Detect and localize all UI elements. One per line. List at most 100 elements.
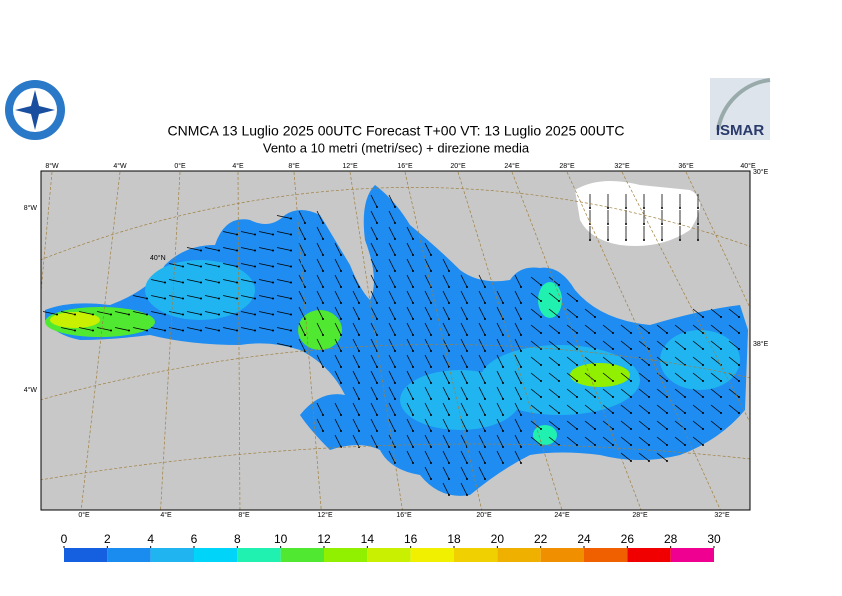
arrow-head (484, 430, 486, 432)
wind-arrow (334, 258, 342, 272)
wind-arrow (388, 306, 396, 320)
wind-arrow (496, 386, 504, 400)
wind-arrow (442, 402, 450, 416)
arrow-head (376, 366, 378, 368)
wind-arrow (566, 436, 578, 446)
arrow-head (612, 364, 614, 366)
wind-arrow (424, 274, 432, 288)
arrow-head (290, 249, 292, 252)
arrow-head (484, 478, 486, 480)
arrow-head (358, 334, 360, 336)
arrow-head (218, 281, 220, 284)
arrow-head (520, 382, 522, 384)
wind-arrow (514, 402, 522, 416)
arrow-head (340, 350, 342, 352)
wind-arrow (258, 231, 274, 235)
arrow-head (430, 350, 432, 352)
arrow-head (322, 270, 324, 272)
arrow-head (448, 382, 450, 384)
arrow-head (376, 446, 378, 448)
arrow-head (684, 332, 686, 334)
arrow-head (236, 329, 238, 332)
wind-arrow (442, 338, 450, 352)
wind-arrow (222, 327, 238, 331)
wind-arrow (316, 258, 324, 272)
wind-arrow (460, 450, 468, 464)
wind-arrow (514, 322, 522, 336)
wind-arrow (370, 322, 378, 336)
arrow-head (738, 316, 740, 318)
colorbar-bin (410, 548, 454, 562)
wind-arrow (442, 258, 450, 272)
arrow-head (394, 446, 396, 448)
arrow-head (684, 412, 686, 414)
wind-arrow (478, 434, 486, 448)
wind-arrow (222, 295, 238, 299)
arrow-head (484, 366, 486, 368)
arrow-head (128, 313, 130, 316)
wind-arrow (566, 324, 578, 334)
wind-arrow (424, 434, 432, 448)
arrow-head (520, 398, 522, 400)
arrow-head (684, 428, 686, 430)
wind-arrow (530, 324, 542, 334)
wind-arrow (240, 263, 256, 267)
arrow-head (412, 446, 414, 448)
wind-arrow (424, 290, 432, 304)
arrow-head (218, 297, 220, 300)
wind-arrow (276, 295, 292, 299)
arrow-head (630, 348, 632, 350)
arrow-head (164, 313, 166, 316)
wind-arrow (352, 418, 360, 432)
arrow-head (502, 462, 504, 464)
arrow-head (484, 398, 486, 400)
wind-arrow (316, 274, 324, 288)
wind-arrow (692, 388, 704, 398)
wind-arrow (728, 340, 740, 350)
wind-arrow (602, 388, 614, 398)
arrow-head (720, 428, 722, 430)
arrow-head (466, 302, 468, 304)
arrow-head (218, 265, 220, 268)
wind-arrow (496, 434, 504, 448)
wind-arrow (132, 295, 148, 299)
wind-arrow (276, 343, 292, 347)
wind-arrow (334, 370, 342, 384)
lon-label: 12°E (317, 511, 333, 519)
arrow-head (430, 462, 432, 464)
arrow-head (110, 329, 112, 332)
wind-arrow (692, 340, 704, 350)
arrow-head (254, 265, 256, 268)
arrow-head (412, 462, 414, 464)
wind-hotspots (45, 282, 630, 445)
arrow-head (558, 348, 560, 350)
colorbar-tick-label: 26 (621, 532, 635, 546)
wind-arrow (530, 404, 542, 414)
arrow-head (448, 462, 450, 464)
wind-arrow (186, 247, 202, 251)
wind-arrow (406, 306, 414, 320)
arrow-head (394, 206, 396, 208)
arrow-head (322, 430, 324, 432)
lon-label: 4°W (113, 162, 127, 170)
arrow-head (340, 270, 342, 272)
wind-arrow (132, 311, 148, 315)
arrow-head (412, 270, 414, 272)
wind-arrow (334, 418, 342, 432)
wind-arrow (602, 340, 614, 350)
arrow-head (648, 460, 650, 462)
wind-arrow (334, 242, 342, 256)
wind-arrow (514, 290, 522, 304)
arrow-head (412, 318, 414, 320)
wind-arrow (370, 338, 378, 352)
arrow-head (576, 332, 578, 334)
arrow-head (720, 396, 722, 398)
arrow-head (684, 396, 686, 398)
arrow-head (254, 233, 256, 236)
arrow-head (484, 414, 486, 416)
wind-arrow (370, 402, 378, 416)
wind-arrow (424, 386, 432, 400)
arrow-head (540, 284, 542, 286)
wind-arrow (460, 338, 468, 352)
wind-arrow (620, 324, 632, 334)
